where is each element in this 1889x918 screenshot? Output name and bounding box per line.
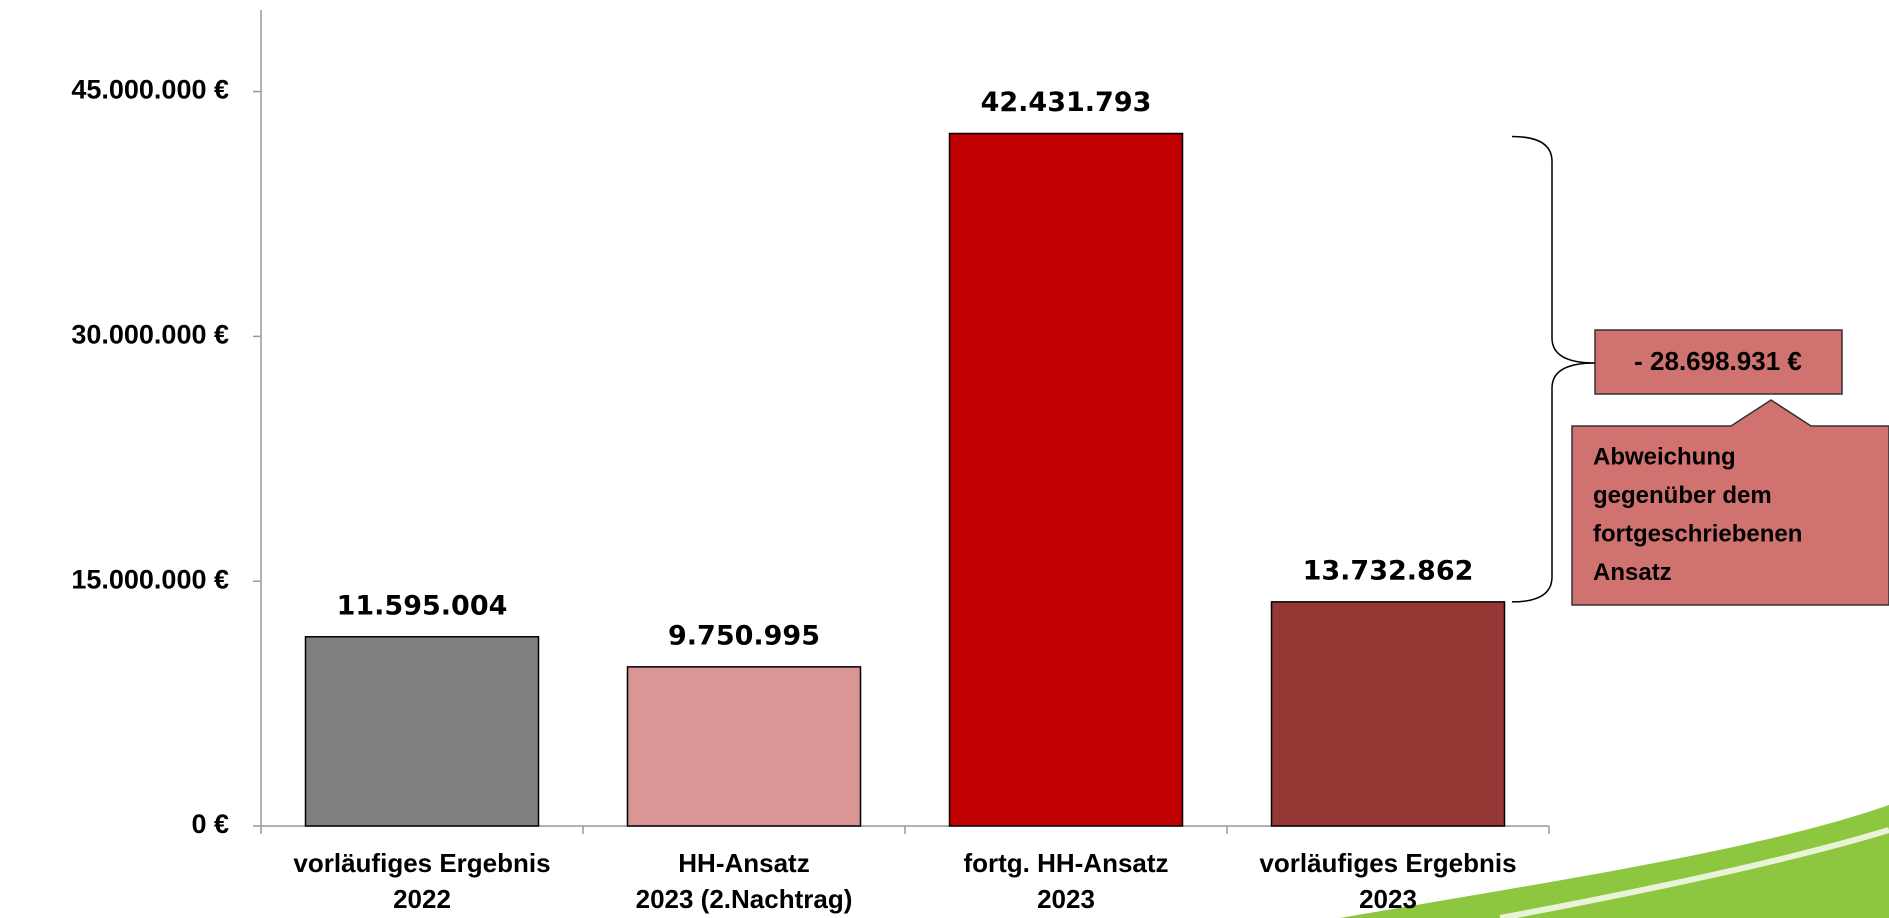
- bar: [948, 132, 1184, 827]
- y-tick-label: 45.000.000 €: [71, 75, 229, 105]
- x-tick-label: 2023: [1037, 884, 1095, 914]
- annotation: - 28.698.931 €: [1634, 346, 1802, 376]
- x-tick-label: HH-Ansatz: [678, 848, 809, 878]
- y-tick-label: 30.000.000 €: [71, 320, 229, 350]
- x-tick-label: 2023 (2.Nachtrag): [636, 884, 853, 914]
- callout-text: gegenüber dem: [1593, 482, 1772, 509]
- x-tick-label: 2022: [393, 884, 451, 914]
- y-tick-label: 15.000.000 €: [71, 564, 229, 594]
- x-tick-label: vorläufiges Ergebnis: [1259, 848, 1516, 878]
- callout-text: Ansatz: [1593, 559, 1672, 586]
- x-tick-label: 2023: [1359, 884, 1417, 914]
- x-tick-label: vorläufiges Ergebnis: [293, 848, 550, 878]
- value-label: 11.595.004: [337, 590, 508, 621]
- decor-swoosh: [1340, 805, 1889, 918]
- bar: [626, 666, 862, 827]
- bar: [304, 636, 540, 827]
- value-label: 9.750.995: [668, 620, 820, 651]
- x-tick-label: fortg. HH-Ansatz: [963, 848, 1168, 878]
- brace: [1511, 135, 1596, 603]
- callout-text: fortgeschriebenen: [1593, 520, 1802, 547]
- value-label: 42.431.793: [981, 87, 1152, 118]
- value-label: 13.732.862: [1303, 555, 1474, 586]
- callout-box: [1571, 399, 1889, 606]
- callout-text: Abweichung: [1593, 443, 1736, 470]
- annotation-box: [1594, 329, 1843, 395]
- y-tick-label: 0 €: [191, 809, 229, 839]
- bar: [1270, 601, 1506, 827]
- decor-swoosh-line: [1499, 827, 1889, 918]
